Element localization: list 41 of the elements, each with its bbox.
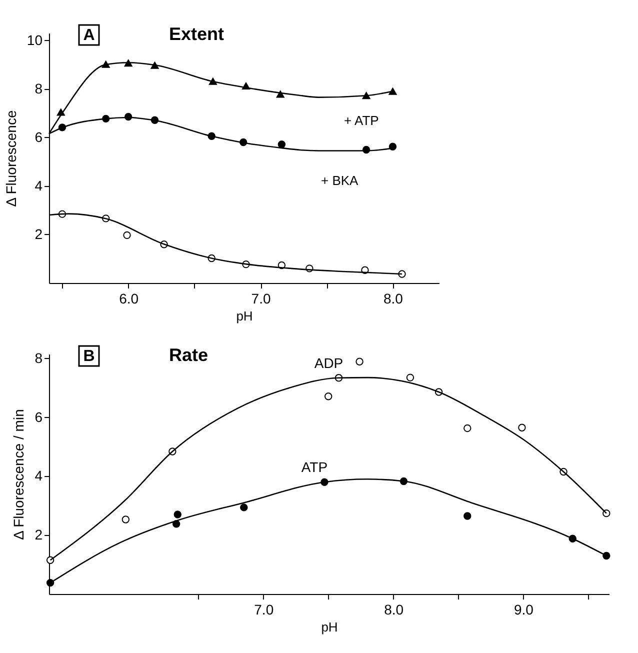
chart-title: Extent — [169, 24, 224, 44]
point — [123, 231, 131, 240]
y-tick-label: 6 — [34, 408, 43, 425]
annotation: A — [83, 27, 96, 44]
y-axis-title: Δ Fluorescence / min — [10, 409, 27, 540]
y-tick-label: 6 — [34, 128, 43, 145]
y-tick-label: 8 — [34, 80, 43, 96]
annotation: B — [83, 348, 95, 365]
y-axis-title: Δ Fluorescence — [2, 110, 19, 207]
y-tick-label: 4 — [34, 177, 43, 194]
x-tick-label: 8.0 — [383, 290, 404, 306]
point — [174, 510, 182, 518]
point — [388, 142, 397, 150]
point — [518, 424, 526, 432]
x-axis-title: pH — [236, 308, 253, 324]
point — [240, 504, 248, 512]
x-tick-label: 7.0 — [251, 290, 271, 306]
y-tick-label: 4 — [34, 468, 43, 484]
point — [406, 374, 414, 382]
x-axis-title: pH — [321, 620, 338, 634]
chart-title: Rate — [169, 345, 208, 365]
point — [464, 424, 472, 432]
y-tick-label: 2 — [34, 526, 43, 543]
series-label: ADP — [314, 354, 344, 371]
point — [278, 140, 286, 148]
point — [46, 578, 54, 587]
point — [464, 512, 472, 520]
y-tick-label: 2 — [34, 226, 43, 242]
point — [324, 392, 332, 400]
point — [388, 88, 397, 95]
x-tick-label: 6.0 — [119, 290, 139, 306]
x-tick-label: 9.0 — [514, 602, 534, 618]
x-tick-label: 8.0 — [384, 602, 404, 618]
series-label: ATP — [301, 459, 328, 476]
point — [122, 516, 130, 524]
x-tick-label: 7.0 — [254, 602, 274, 618]
y-tick-label: 10 — [26, 32, 43, 48]
point — [356, 358, 364, 366]
annotation: + ATP — [344, 113, 379, 128]
annotation: + BKA — [321, 173, 359, 188]
y-tick-label: 8 — [34, 350, 43, 366]
